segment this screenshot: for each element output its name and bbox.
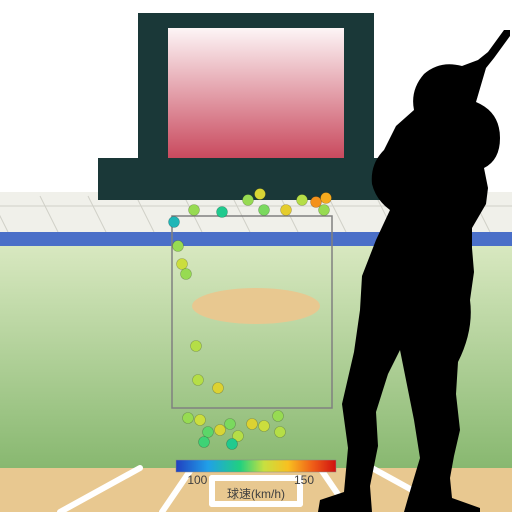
pitch-marker [183, 413, 194, 424]
colorbar-tick: 100 [187, 473, 207, 487]
pitch-marker [227, 439, 238, 450]
pitch-marker [243, 195, 254, 206]
pitch-marker [273, 411, 284, 422]
pitch-marker [193, 375, 204, 386]
pitch-marker [297, 195, 308, 206]
pitchers-mound [192, 288, 320, 324]
pitch-marker [217, 207, 228, 218]
pitch-marker [311, 197, 322, 208]
velocity-colorbar [176, 460, 336, 472]
pitch-marker [281, 205, 292, 216]
pitch-marker [169, 217, 180, 228]
colorbar-label: 球速(km/h) [227, 487, 285, 501]
pitch-marker [215, 425, 226, 436]
pitch-marker [259, 421, 270, 432]
pitch-marker [191, 341, 202, 352]
pitch-marker [319, 205, 330, 216]
pitch-marker [275, 427, 286, 438]
pitch-marker [321, 193, 332, 204]
scoreboard-screen [168, 28, 344, 158]
pitch-marker [225, 419, 236, 430]
pitch-marker [203, 427, 214, 438]
pitch-marker [173, 241, 184, 252]
pitch-marker [189, 205, 200, 216]
pitch-marker [255, 189, 266, 200]
pitch-marker [177, 259, 188, 270]
pitch-marker [247, 419, 258, 430]
pitch-marker [181, 269, 192, 280]
pitch-marker [195, 415, 206, 426]
colorbar-tick: 150 [294, 473, 314, 487]
pitch-marker [199, 437, 210, 448]
pitch-location-chart: 100 150 球速(km/h) [0, 0, 512, 512]
pitch-marker [259, 205, 270, 216]
pitch-marker [213, 383, 224, 394]
